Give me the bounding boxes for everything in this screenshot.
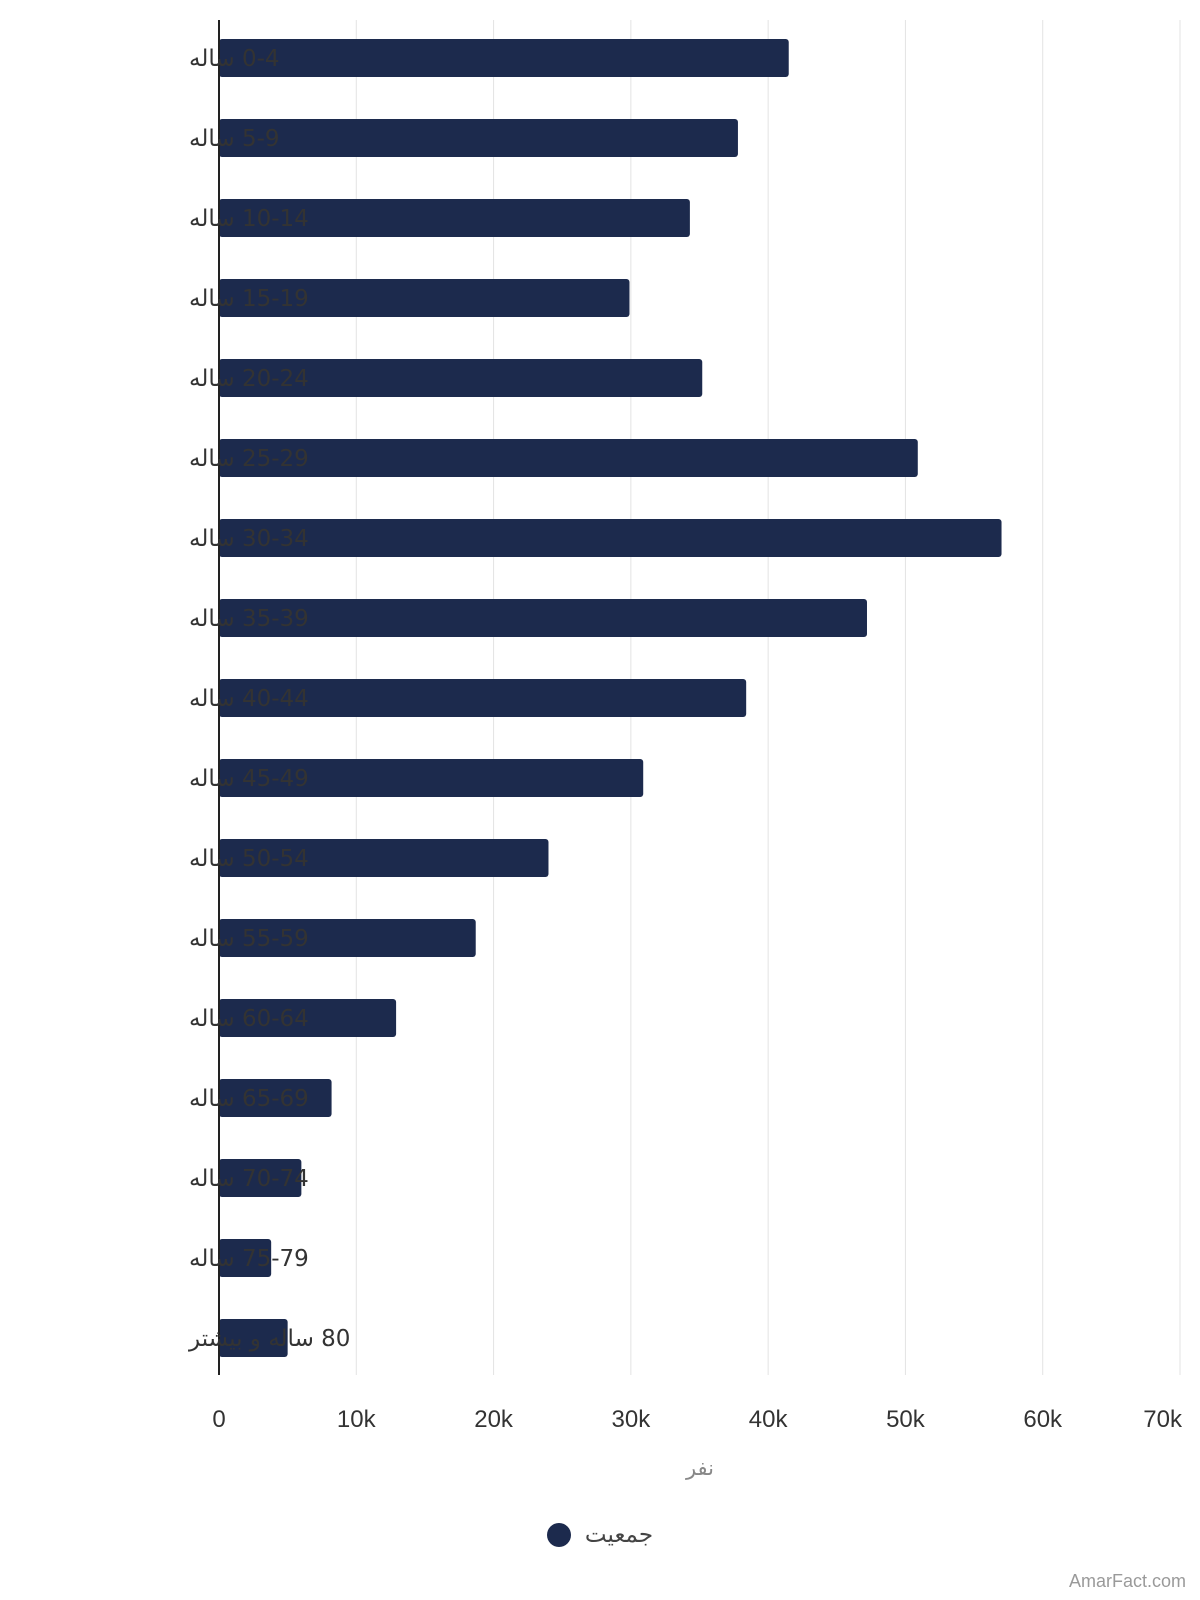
category-label: 35-39 ساله: [189, 606, 309, 632]
category-label: 80 ساله و بیشتر: [188, 1326, 350, 1352]
x-tick-label: 10k: [337, 1406, 377, 1433]
category-label: 40-44 ساله: [189, 686, 309, 712]
bar: [219, 919, 476, 957]
category-label: 25-29 ساله: [189, 446, 309, 472]
x-tick-label: 0: [212, 1406, 225, 1433]
bar: [219, 1159, 302, 1197]
bar: [219, 1239, 272, 1277]
bar: [219, 1319, 288, 1357]
bar: [219, 439, 918, 477]
legend-label: جمعیت: [584, 1522, 654, 1548]
bar: [219, 359, 703, 397]
bars: [219, 39, 1002, 1357]
x-tick-label: 40k: [749, 1406, 789, 1433]
category-label: 20-24 ساله: [189, 366, 309, 392]
bar: [219, 519, 1002, 557]
x-axis-title: نفر: [685, 1456, 714, 1480]
legend[interactable]: جمعیت: [0, 1522, 1200, 1548]
source-credit: AmarFact.com: [1068, 1571, 1186, 1591]
bar: [219, 839, 549, 877]
x-tick-label: 30k: [612, 1406, 652, 1433]
x-tick-label: 20k: [474, 1406, 514, 1433]
bar: [219, 39, 789, 77]
category-label: 45-49 ساله: [189, 766, 309, 792]
bar: [219, 119, 738, 157]
bar: [219, 599, 867, 637]
category-label: 55-59 ساله: [189, 926, 309, 952]
category-label: 60-64 ساله: [189, 1006, 309, 1032]
category-label: 65-69 ساله: [189, 1086, 309, 1112]
category-label: 70-74 ساله: [189, 1166, 309, 1192]
x-tick-label: 60k: [1023, 1406, 1063, 1433]
bar: [219, 1079, 332, 1117]
category-label: 0-4 ساله: [189, 46, 280, 72]
bar: [219, 759, 644, 797]
category-label: 50-54 ساله: [189, 846, 309, 872]
bar: [219, 279, 630, 317]
bar: [219, 999, 397, 1037]
category-label: 30-34 ساله: [189, 526, 309, 552]
category-label: 5-9 ساله: [189, 126, 280, 152]
x-tick-label: 50k: [886, 1406, 926, 1433]
x-tick-label: 70k: [1143, 1406, 1183, 1433]
bar: [219, 679, 747, 717]
legend-dot-icon: [546, 1523, 571, 1547]
category-label: 75-79 ساله: [189, 1246, 309, 1272]
category-label: 15-19 ساله: [189, 286, 309, 312]
labels: 0 10k 20k 30k 40k 50k 60k 70k 0-4 ساله 5-9 ساله 10…: [188, 46, 1183, 1480]
category-label: 10-14 ساله: [189, 206, 309, 232]
bar: [219, 199, 690, 237]
